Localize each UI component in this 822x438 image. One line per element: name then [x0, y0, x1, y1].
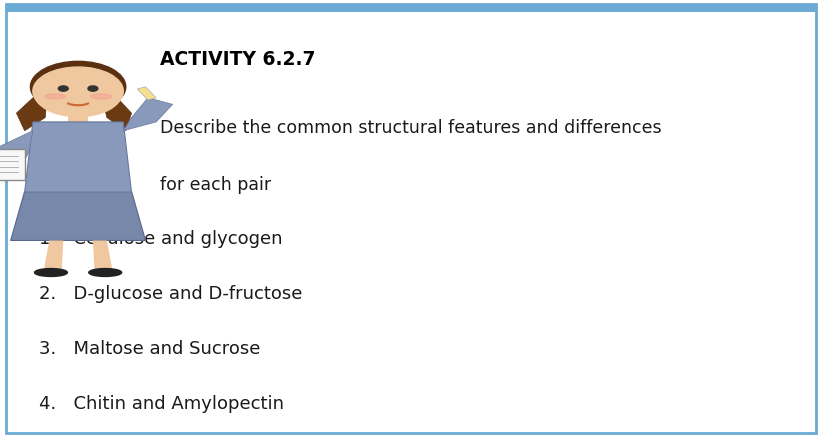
Ellipse shape: [35, 269, 67, 277]
FancyBboxPatch shape: [68, 110, 88, 123]
Text: ACTIVITY 6.2.7: ACTIVITY 6.2.7: [160, 50, 316, 69]
Ellipse shape: [90, 95, 112, 100]
Text: for each pair: for each pair: [160, 175, 271, 193]
Circle shape: [88, 87, 98, 92]
Polygon shape: [25, 123, 132, 193]
Polygon shape: [103, 96, 132, 131]
Circle shape: [35, 71, 122, 117]
Polygon shape: [137, 88, 156, 101]
Circle shape: [33, 68, 123, 116]
Ellipse shape: [89, 269, 122, 277]
FancyBboxPatch shape: [6, 5, 816, 13]
Circle shape: [30, 62, 126, 113]
Text: 4.   Chitin and Amylopectin: 4. Chitin and Amylopectin: [39, 394, 284, 412]
FancyBboxPatch shape: [0, 150, 25, 181]
Text: 2.   D-glucose and D-fructose: 2. D-glucose and D-fructose: [39, 285, 302, 303]
FancyBboxPatch shape: [6, 5, 816, 433]
Circle shape: [58, 87, 68, 92]
Text: Describe the common structural features and differences: Describe the common structural features …: [160, 118, 662, 136]
Text: 3.   Maltose and Sucrose: 3. Maltose and Sucrose: [39, 339, 261, 357]
Polygon shape: [44, 241, 63, 272]
Polygon shape: [11, 192, 145, 241]
Polygon shape: [93, 241, 113, 272]
Polygon shape: [0, 131, 33, 175]
Text: 1.   Cellulose and glycogen: 1. Cellulose and glycogen: [39, 230, 283, 248]
Ellipse shape: [44, 95, 66, 100]
Polygon shape: [123, 99, 173, 131]
Polygon shape: [16, 96, 47, 131]
